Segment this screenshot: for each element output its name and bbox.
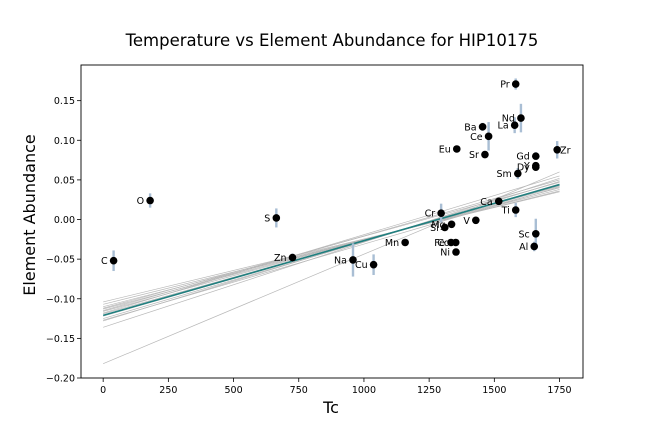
point-label-na: Na — [334, 255, 347, 266]
point-eu — [452, 145, 461, 153]
point-mn — [401, 238, 409, 247]
y-tick-label-0.00: 0.00 — [54, 215, 75, 226]
point-mg — [447, 220, 456, 229]
point-cu — [369, 260, 378, 269]
point-label-sr: Sr — [469, 150, 479, 161]
point-label-v: V — [463, 216, 470, 227]
y-tick-label--0.20: −0.20 — [46, 374, 75, 385]
x-tick-label-0: 0 — [100, 385, 106, 396]
point-label-gd: Gd — [516, 152, 529, 163]
x-tick-label-1250: 1250 — [417, 385, 441, 396]
point-o — [146, 196, 154, 205]
point-s — [272, 214, 281, 222]
point-label-al: Al — [519, 242, 528, 253]
point-label-y: Y — [523, 161, 530, 172]
point-label-ti: Ti — [501, 206, 510, 217]
point-zn — [288, 253, 297, 262]
point-y — [531, 161, 540, 170]
sample-line-12 — [103, 181, 560, 309]
sample-line-0 — [103, 171, 560, 365]
point-ce — [484, 132, 493, 141]
point-label-cr: Cr — [425, 209, 436, 220]
y-tick-label-0.05: 0.05 — [54, 175, 75, 186]
point-al — [530, 242, 539, 251]
point-co — [451, 238, 460, 247]
y-tick-label-0.10: 0.10 — [54, 136, 75, 147]
point-label-c: C — [101, 256, 108, 267]
best-fit-line-group — [102, 183, 560, 317]
point-label-o: O — [137, 196, 144, 207]
best-fit-line — [102, 183, 560, 317]
point-label-s: S — [264, 213, 270, 224]
point-gd — [531, 152, 540, 160]
point-ba — [478, 123, 487, 131]
x-tick-label-750: 750 — [290, 385, 308, 396]
y-tick-label-0.15: 0.15 — [54, 96, 75, 107]
point-label-mg: Mg — [431, 220, 445, 231]
point-label-pr: Pr — [500, 80, 510, 91]
plot-frame — [80, 64, 584, 379]
point-label-ce: Ce — [470, 132, 483, 143]
sample-line-14 — [103, 186, 560, 321]
point-label-fe: Fe — [434, 238, 445, 249]
y-tick-label--0.05: −0.05 — [46, 255, 75, 266]
sample-line-10 — [103, 191, 560, 303]
point-v — [472, 216, 480, 225]
point-label-eu: Eu — [439, 144, 451, 155]
point-sc — [531, 229, 540, 238]
y-axis-label: Element Abundance — [20, 134, 39, 295]
point-zr — [553, 145, 561, 154]
point-la — [510, 121, 519, 130]
point-label-sm: Sm — [497, 169, 512, 180]
point-label-ca: Ca — [480, 197, 492, 208]
point-label-si: Si — [430, 223, 439, 234]
point-label-ni: Ni — [440, 248, 450, 259]
point-c — [109, 256, 118, 265]
point-nd — [517, 114, 525, 122]
x-tick-label-1750: 1750 — [547, 385, 571, 396]
point-si — [440, 223, 449, 232]
point-label-zr: Zr — [560, 145, 571, 156]
point-ni — [452, 248, 460, 256]
point-label-ba: Ba — [464, 122, 476, 133]
axis-ticks: 0 250 500 750 1000 1250 1500 1750 −0.20 −0.15 −0.1… — [46, 96, 572, 396]
x-axis-label: Tc — [322, 398, 339, 417]
point-label-la: La — [498, 121, 509, 132]
sample-line-13 — [103, 175, 560, 314]
x-tick-label-1500: 1500 — [482, 385, 506, 396]
point-na — [349, 256, 357, 264]
x-tick-label-1000: 1000 — [352, 385, 376, 396]
point-pr — [511, 80, 520, 88]
point-label-nd: Nd — [502, 114, 515, 125]
point-label-cu: Cu — [355, 260, 368, 271]
y-tick-label--0.10: −0.10 — [46, 294, 75, 305]
point-label-co: Co — [437, 238, 450, 249]
posterior-sample-lines — [103, 171, 560, 365]
point-ca — [494, 197, 503, 206]
point-sm — [514, 169, 522, 178]
y-tick-label--0.15: −0.15 — [46, 334, 75, 345]
point-label-sc: Sc — [519, 229, 530, 240]
point-label-zn: Zn — [274, 253, 287, 264]
point-label-dy: Dy — [517, 163, 530, 174]
point-label-mn: Mn — [385, 238, 399, 249]
x-tick-label-250: 250 — [159, 385, 177, 396]
point-ti — [511, 206, 520, 214]
point-cr — [437, 209, 445, 217]
point-sr — [481, 150, 489, 159]
x-tick-label-500: 500 — [224, 385, 242, 396]
chart-title: Temperature vs Element Abundance for HIP… — [125, 31, 539, 50]
